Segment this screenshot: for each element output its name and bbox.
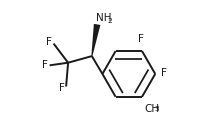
Text: F: F <box>42 60 48 70</box>
Text: F: F <box>59 83 65 93</box>
Text: F: F <box>161 68 167 78</box>
Text: F: F <box>138 34 144 44</box>
Polygon shape <box>91 24 100 56</box>
Text: F: F <box>46 37 52 47</box>
Text: NH: NH <box>97 13 112 23</box>
Text: 2: 2 <box>107 18 112 24</box>
Text: 3: 3 <box>155 106 160 112</box>
Text: CH: CH <box>145 104 160 114</box>
